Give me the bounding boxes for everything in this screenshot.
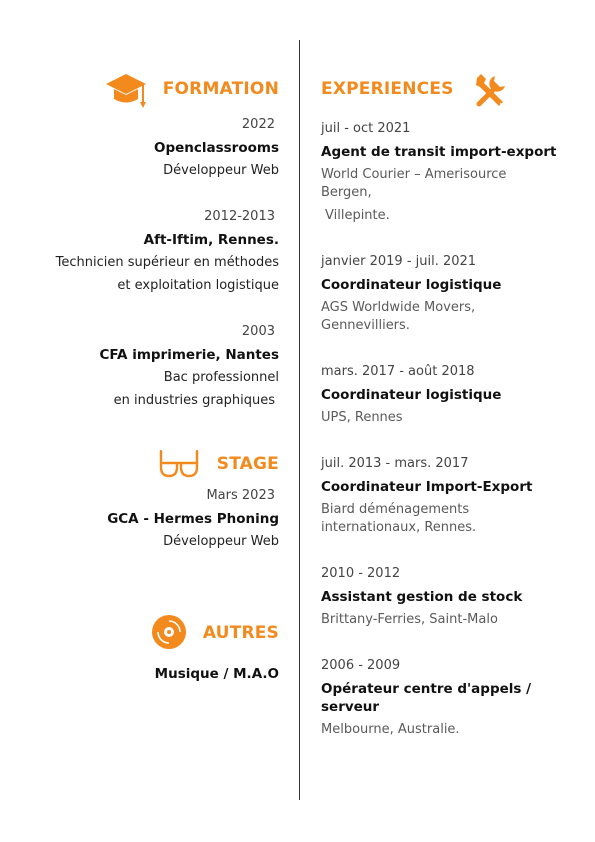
formation-date: 2022: [241, 117, 275, 132]
experience-company: AGS Worldwide Movers, Gennevilliers.: [321, 300, 476, 333]
stage-date: Mars 2023: [206, 488, 275, 503]
formation-degree-line2: et exploitation logistique: [117, 278, 279, 293]
experience-date: juil. 2013 - mars. 2017: [321, 456, 469, 471]
experience-company: Biard déménagements internationaux, Renn…: [321, 502, 477, 535]
tools-icon: [476, 74, 505, 107]
vinyl-record-icon: [152, 615, 186, 649]
autres-item: Musique / M.A.O: [154, 666, 279, 682]
formation-school: Aft-Iftim, Rennes.: [143, 232, 279, 248]
formation-school: CFA imprimerie, Nantes: [99, 347, 279, 363]
stage-role: Développeur Web: [163, 534, 279, 549]
column-divider: [299, 40, 300, 800]
experience-date: juil - oct 2021: [321, 121, 411, 136]
stage-title: STAGE: [216, 454, 279, 474]
right-column: EXPERIENCES juil - oct 2021 Agent de tra…: [321, 0, 561, 842]
stage-company: GCA - Hermes Phoning: [107, 511, 279, 527]
formation-title: FORMATION: [162, 79, 279, 99]
experience-role: Opérateur centre d'appels / serveur: [321, 681, 532, 715]
experience-company: UPS, Rennes: [321, 410, 403, 425]
formation-degree: Développeur Web: [163, 163, 279, 178]
experience-date: 2006 - 2009: [321, 658, 401, 673]
formation-school: Openclassrooms: [153, 140, 279, 156]
formation-date: 2003: [241, 324, 275, 339]
experience-company: Brittany-Ferries, Saint-Malo: [321, 612, 498, 627]
experience-date: janvier 2019 - juil. 2021: [321, 254, 477, 269]
experience-date: 2010 - 2012: [321, 566, 401, 581]
experience-role: Coordinateur Import-Export: [321, 479, 533, 495]
experience-role: Coordinateur logistique: [321, 277, 502, 293]
formation-degree: Bac professionnel: [163, 370, 279, 385]
experience-company: Melbourne, Australie.: [321, 722, 460, 737]
autres-title: AUTRES: [202, 623, 279, 643]
left-column: FORMATION 2022 Openclassrooms Développeu…: [9, 0, 279, 842]
experience-date: mars. 2017 - août 2018: [321, 364, 475, 379]
experiences-title: EXPERIENCES: [321, 79, 454, 99]
glasses-icon: [159, 449, 199, 478]
experience-company-line2: Villepinte.: [325, 208, 390, 223]
experience-role: Coordinateur logistique: [321, 387, 502, 403]
experience-role: Agent de transit import-export: [321, 144, 557, 160]
experience-company: World Courier – Amerisource Bergen,: [321, 167, 507, 200]
experience-role: Assistant gestion de stock: [321, 589, 523, 605]
formation-date: 2012-2013: [204, 209, 275, 224]
formation-degree-line2: en industries graphiques: [113, 393, 275, 408]
formation-degree: Technicien supérieur en méthodes: [55, 255, 279, 270]
graduation-cap-icon: [106, 74, 146, 108]
